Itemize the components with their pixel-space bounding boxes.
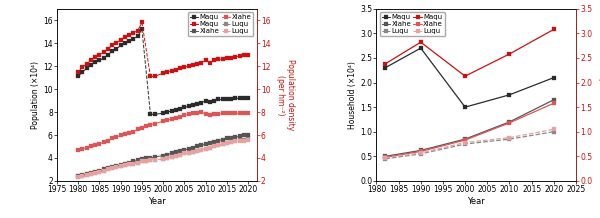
Y-axis label: Population (×10⁴): Population (×10⁴) [31, 61, 40, 129]
X-axis label: Year: Year [148, 197, 166, 206]
Y-axis label: Household (×10⁴): Household (×10⁴) [349, 61, 358, 129]
Legend: Maqu, Xiahe, Luqu, Maqu, Xiahe, Luqu: Maqu, Xiahe, Luqu, Maqu, Xiahe, Luqu [380, 12, 445, 36]
Y-axis label: Household density
(per hm⁻²): Household density (per hm⁻²) [598, 59, 600, 130]
X-axis label: Year: Year [467, 197, 485, 206]
Y-axis label: Population density
(per hm⁻²): Population density (per hm⁻²) [276, 59, 295, 130]
Legend: Maqu, Maqu, Xiahe, Xiahe, Luqu, Luqu: Maqu, Maqu, Xiahe, Xiahe, Luqu, Luqu [188, 12, 253, 36]
